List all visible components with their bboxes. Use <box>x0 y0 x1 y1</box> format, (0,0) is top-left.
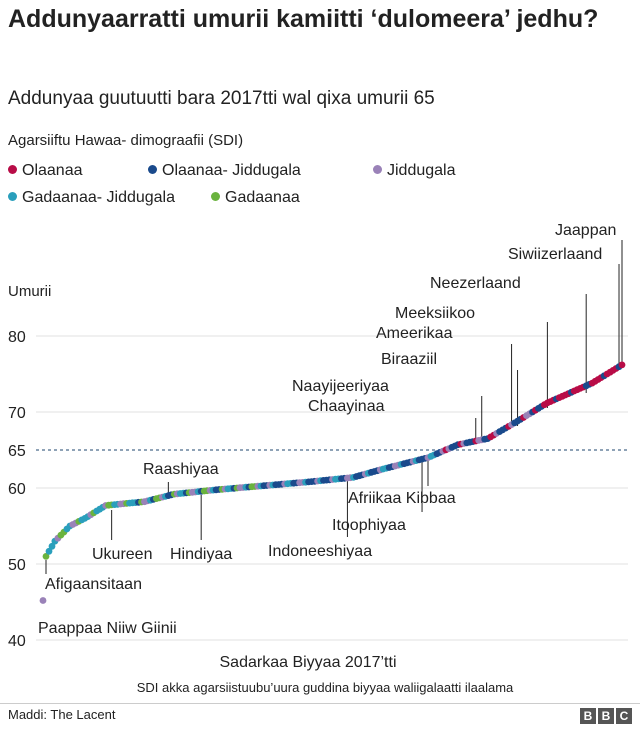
y-tick-label: 70 <box>8 405 26 422</box>
data-point <box>48 542 56 550</box>
legend-title: Agarsiiftu Hawaa- dimograafii (SDI) <box>8 132 244 149</box>
annotation-label: Ukureen <box>92 546 152 563</box>
x-axis-note: SDI akka agarsiistuubu’uura guddina biyy… <box>137 680 514 695</box>
annotation-label: Raashiyaa <box>143 461 219 478</box>
legend-item-gadaanaa: Gadaanaa <box>211 189 300 207</box>
annotation-label: Neezerlaand <box>430 275 521 292</box>
annotation-label: Siwiizerlaand <box>508 246 602 263</box>
legend-item-gadaanaa-jiddugala: Gadaanaa- Jiddugala <box>8 189 175 207</box>
y-axis-label: Umurii <box>8 283 51 300</box>
annotation-label: Itoophiyaa <box>332 517 406 534</box>
scatter-chart: Umurii 40 50 60 70 80 65 Paappaa Niiw Giinii Afi… <box>8 222 628 695</box>
annotation-label: Hindiyaa <box>170 546 232 563</box>
x-axis-label: Sadarkaa Biyyaa 2017’tti <box>220 654 397 671</box>
data-point <box>39 597 47 604</box>
y-tick-label: 60 <box>8 481 26 498</box>
legend-item-olaanaa-jiddugala: Olaanaa- Jiddugala <box>148 162 301 180</box>
bbc-logo-letter: B <box>580 708 596 724</box>
annotation-label: Afriikaa Kibbaa <box>348 490 456 507</box>
bbc-logo: B B C <box>580 708 632 724</box>
annotation-label: Biraaziil <box>381 351 437 368</box>
y-tick-label: 40 <box>8 633 26 650</box>
legend-dot-icon <box>8 165 17 174</box>
data-point <box>42 553 50 560</box>
annotation-label: Chaayinaa <box>308 398 385 415</box>
reference-label: 65 <box>8 443 26 460</box>
bbc-logo-letter: C <box>616 708 632 724</box>
data-point <box>618 361 626 369</box>
chart-subtitle: Addunyaa guutuutti bara 2017tti wal qixa… <box>8 88 435 109</box>
annotation-label: Afigaansitaan <box>45 576 142 593</box>
legend-item-olaanaa: Olaanaa <box>8 162 83 180</box>
legend-dot-icon <box>8 192 17 201</box>
annotation-label: Meeksiikoo <box>395 305 475 322</box>
annotation-label: Naayijeeriyaa <box>292 378 389 395</box>
y-tick-label: 50 <box>8 557 26 574</box>
legend-item-jiddugala: Jiddugala <box>373 162 456 180</box>
legend-dot-icon <box>148 165 157 174</box>
annotation-label: Jaappan <box>555 222 616 239</box>
annotation-label: Ameerikaa <box>376 325 453 342</box>
legend-dot-icon <box>373 165 382 174</box>
chart-title: Addunyaarratti umurii kamiitti ‘dulomeer… <box>8 5 599 33</box>
y-tick-label: 80 <box>8 329 26 346</box>
data-point <box>45 547 53 555</box>
annotation-label: Indoneeshiyaa <box>268 543 372 560</box>
legend-dot-icon <box>211 192 220 201</box>
annotation-label: Paappaa Niiw Giinii <box>38 620 177 637</box>
footer-divider <box>0 703 640 704</box>
bbc-logo-letter: B <box>598 708 614 724</box>
source-note: Maddi: The Lacent <box>8 707 116 722</box>
